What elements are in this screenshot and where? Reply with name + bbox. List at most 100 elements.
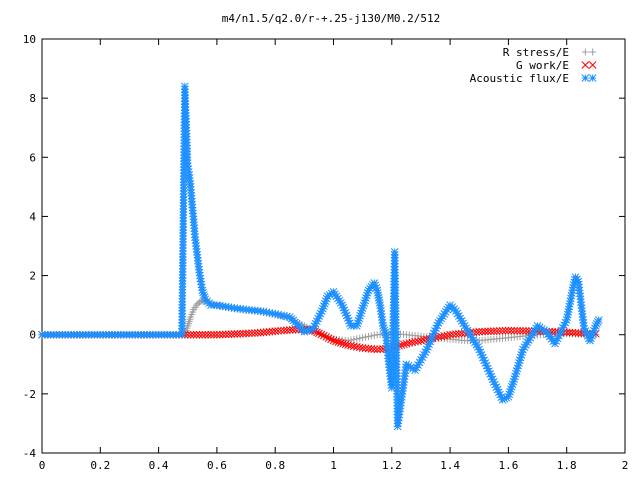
data-point	[364, 332, 372, 340]
data-point	[492, 327, 501, 335]
data-point	[498, 326, 507, 335]
data-point	[568, 328, 577, 337]
data-point	[495, 327, 504, 335]
data-point	[481, 327, 489, 336]
data-point	[370, 345, 379, 354]
y-tick-label: -2	[23, 388, 36, 401]
data-point	[513, 326, 521, 335]
data-point	[489, 327, 498, 336]
legend-marker	[581, 48, 589, 56]
data-point	[565, 328, 574, 337]
data-point	[339, 339, 348, 348]
series-1	[38, 325, 600, 354]
data-point	[280, 311, 288, 320]
data-point	[472, 328, 481, 336]
data-point	[484, 327, 492, 336]
data-point	[519, 327, 527, 335]
data-point	[245, 329, 253, 338]
data-point	[318, 304, 327, 313]
legend-label: Acoustic flux/E	[470, 72, 569, 85]
data-point	[507, 326, 516, 335]
data-point	[288, 326, 297, 334]
data-point	[317, 330, 326, 339]
data-point	[192, 330, 201, 339]
legend-label: G work/E	[516, 59, 569, 72]
series-2	[38, 82, 603, 431]
data-point	[236, 329, 245, 338]
data-point	[215, 330, 224, 339]
data-point	[315, 329, 323, 338]
x-tick-label: 0.4	[149, 459, 169, 472]
data-point	[440, 332, 449, 340]
x-tick-label: 0.2	[90, 459, 110, 472]
data-point	[327, 335, 335, 344]
data-point	[397, 341, 406, 349]
data-point	[350, 335, 358, 343]
data-point	[501, 326, 510, 335]
legend-marker	[588, 61, 597, 69]
data-point	[478, 327, 487, 336]
data-point	[405, 339, 414, 347]
data-point	[367, 332, 375, 340]
data-point	[420, 336, 428, 344]
axes: 0 0.2 0.4 0.6 0.8 1 1.2 1.4 1.6 1.8 2 -4 -2 0 2 4 6 8 10	[23, 33, 629, 472]
data-point	[411, 337, 419, 346]
legend-marker	[581, 61, 590, 69]
legend-marker	[581, 74, 590, 82]
data-point	[561, 318, 570, 327]
data-point	[239, 329, 247, 338]
legend-label: R stress/E	[503, 46, 569, 59]
data-point	[319, 331, 328, 340]
data-point	[417, 336, 425, 345]
data-point	[356, 334, 364, 342]
data-point	[353, 335, 361, 343]
data-point	[359, 334, 367, 342]
data-point	[344, 341, 352, 349]
data-point	[192, 301, 200, 309]
data-point	[504, 326, 513, 335]
legend-marker	[589, 48, 597, 56]
x-tick-label: 1	[330, 459, 337, 472]
data-point	[352, 342, 361, 351]
data-point	[242, 329, 250, 338]
data-point	[224, 330, 233, 339]
data-point	[189, 330, 198, 339]
data-point	[574, 329, 583, 337]
data-point	[213, 330, 221, 339]
data-point	[408, 338, 417, 347]
y-tick-label: 2	[29, 270, 36, 283]
data-point	[285, 326, 294, 334]
data-point	[248, 329, 256, 338]
data-point	[198, 330, 207, 339]
data-point	[487, 327, 495, 336]
data-point	[362, 333, 370, 341]
data-point	[334, 338, 343, 346]
data-point	[201, 330, 210, 339]
y-tick-label: -4	[23, 447, 37, 460]
x-tick-label: 1.4	[440, 459, 460, 472]
data-point	[233, 330, 242, 338]
data-point	[207, 330, 215, 339]
data-point	[329, 336, 338, 345]
data-point	[516, 326, 524, 335]
data-marks	[38, 82, 603, 431]
x-tick-label: 1.6	[498, 459, 518, 472]
x-tick-label: 2	[622, 459, 629, 472]
y-tick-label: 6	[29, 151, 36, 164]
data-point	[336, 338, 345, 347]
data-point	[204, 330, 213, 339]
data-point	[332, 337, 340, 346]
data-point	[347, 341, 355, 350]
data-point	[402, 339, 411, 348]
x-tick-label: 1.8	[557, 459, 577, 472]
data-point	[370, 331, 378, 339]
data-point	[594, 316, 603, 324]
x-tick-label: 0.6	[207, 459, 227, 472]
x-tick-label: 0.8	[265, 459, 285, 472]
data-point	[218, 330, 227, 339]
y-tick-label: 8	[29, 92, 36, 105]
data-point	[522, 327, 530, 335]
x-tick-label: 0	[39, 459, 46, 472]
